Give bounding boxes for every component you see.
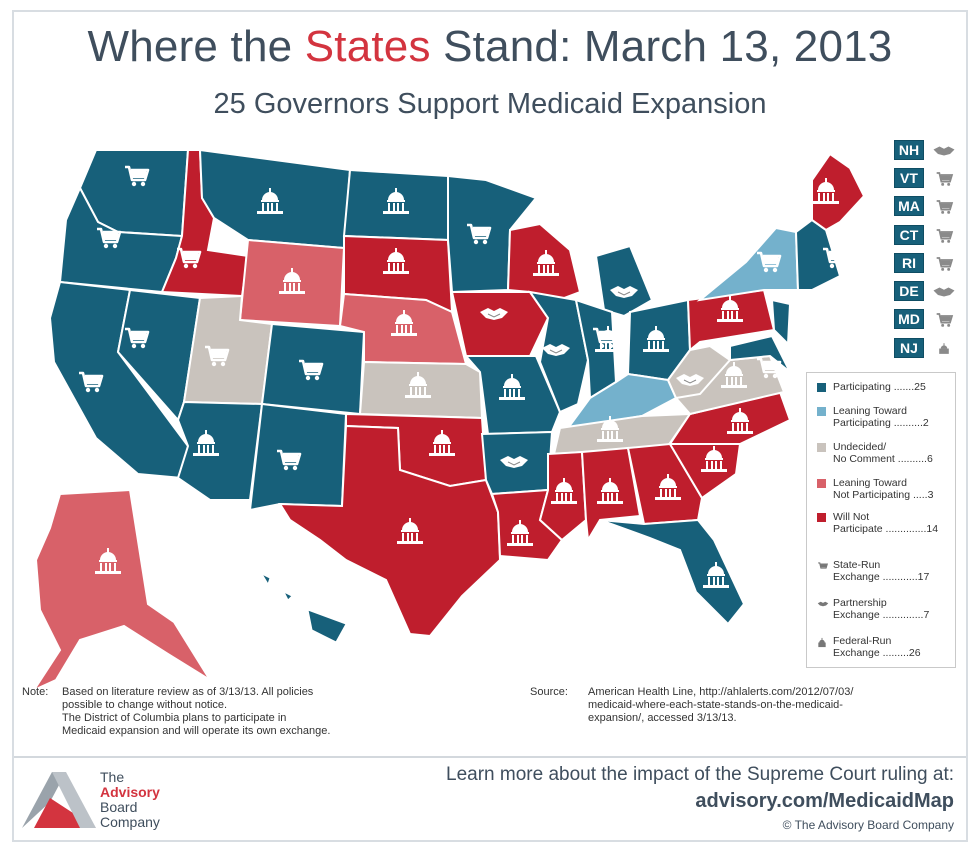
source-label: Source: <box>530 686 568 698</box>
state-wy <box>238 238 346 328</box>
legend-swatch <box>817 513 826 522</box>
state-tx <box>278 424 502 638</box>
partnership-icon <box>817 601 829 607</box>
footer-divider <box>14 756 966 758</box>
state-box-ct: CT <box>894 225 924 245</box>
cart-icon <box>281 625 308 648</box>
state-nj <box>770 298 792 347</box>
partnership-icon <box>933 287 955 297</box>
source-text: American Health Line, http://ahlalerts.c… <box>588 686 854 724</box>
state-ak <box>31 488 211 693</box>
capitol-icon <box>818 637 826 648</box>
advisory-board-logo-icon <box>22 772 96 828</box>
capitol-icon <box>939 343 949 354</box>
cart-icon <box>936 313 954 327</box>
state-nd <box>342 168 449 242</box>
state-box-vt: VT <box>894 168 924 188</box>
state-box-nj: NJ <box>894 338 924 358</box>
note-text: Based on literature review as of 3/13/13… <box>62 686 331 737</box>
state-box-ma: MA <box>894 196 924 216</box>
page-subtitle: 25 Governors Support Medicaid Expansion <box>213 88 767 120</box>
state-ia <box>450 291 550 357</box>
state-box-ri: RI <box>894 253 924 273</box>
state-box-de: DE <box>894 281 924 301</box>
state-hi <box>260 572 347 643</box>
note-label: Note: <box>22 686 49 698</box>
cart-icon <box>818 562 828 569</box>
partnership-icon <box>933 146 955 156</box>
learn-more-text: Learn more about the impact of the Supre… <box>446 764 954 785</box>
state-az <box>176 400 264 501</box>
state-box-md: MD <box>894 309 924 329</box>
legend-swatch <box>817 479 826 488</box>
copyright-text: © The Advisory Board Company <box>782 818 954 832</box>
legend-swatch <box>817 407 826 416</box>
legend-swatch <box>817 443 826 452</box>
state-box-nh: NH <box>894 140 924 160</box>
state-ny <box>696 226 800 302</box>
state-me <box>811 152 866 232</box>
cart-icon <box>936 257 954 271</box>
cart-icon <box>936 229 954 243</box>
legend-swatch <box>817 383 826 392</box>
company-logo-text: The Advisory Board Company <box>100 769 160 830</box>
medicaid-map-link[interactable]: advisory.com/MedicaidMap <box>695 790 954 812</box>
state-mi <box>594 244 654 318</box>
state-fl <box>599 518 746 626</box>
cart-icon <box>936 172 954 186</box>
cart-icon <box>936 200 954 214</box>
page-title: Where the States Stand: March 13, 2013 <box>87 22 893 71</box>
map-legend: Participating .......25 Leaning Toward Pa… <box>806 372 956 668</box>
